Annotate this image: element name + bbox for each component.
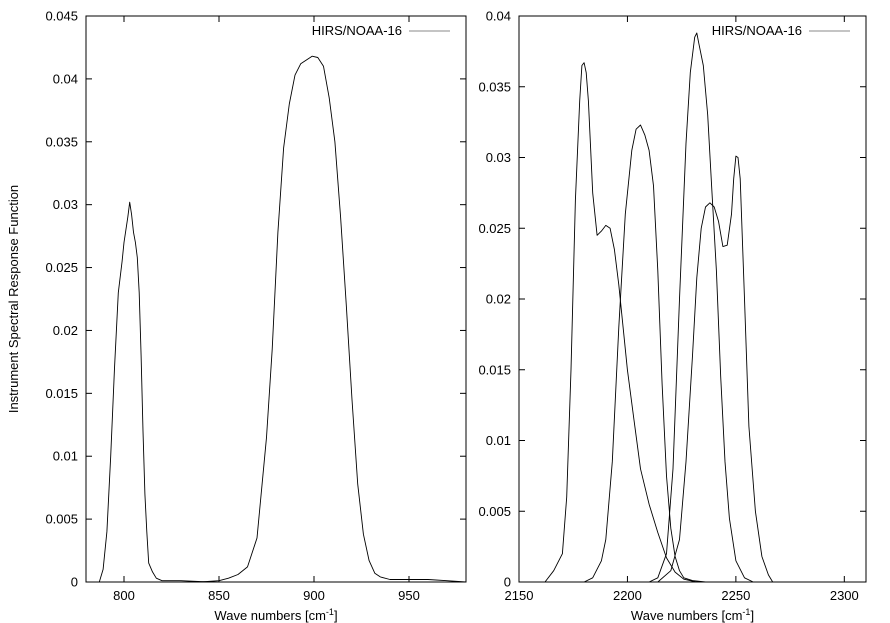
panel-2-x-tick-label: 2250 (721, 588, 750, 603)
panel-2-y-tick-label: 0.02 (486, 292, 511, 307)
panel-1-x-tick-label: 800 (113, 588, 135, 603)
panel-2-y-tick-label: 0.04 (486, 9, 511, 24)
panel-2-y-tick-label: 0 (504, 575, 511, 590)
panel-2-y-tick-label: 0.035 (478, 79, 511, 94)
panel-1-y-tick-label: 0.015 (45, 386, 78, 401)
panel-1-x-axis-title: Wave numbers [cm-1] (214, 607, 337, 623)
panel-2-series-4-line (657, 155, 774, 583)
panel-1-y-tick-label: 0.035 (45, 134, 78, 149)
panel-2-series-2-line (583, 124, 706, 583)
panel-1-y-tick-label: 0.03 (53, 197, 78, 212)
panel-1-series-2-line (199, 55, 467, 583)
panel-2-x-tick-label: 2300 (830, 588, 859, 603)
panel-1-y-tick-label: 0.04 (53, 71, 78, 86)
panel-1-y-tick-label: 0.045 (45, 9, 78, 24)
panel-1-x-tick-label: 900 (303, 588, 325, 603)
panel-1-y-tick-label: 0.01 (53, 449, 78, 464)
panel-2-x-tick-label: 2150 (505, 588, 534, 603)
panel-2-y-tick-label: 0.025 (478, 221, 511, 236)
panel-1-plot-frame (85, 15, 467, 583)
panel-1-y-tick-label: 0 (71, 575, 78, 590)
panel-2-series-1-line (544, 62, 697, 583)
panel-1-y-tick-label: 0.025 (45, 260, 78, 275)
panel-2-y-tick-label: 0.015 (478, 362, 511, 377)
panel-2-legend-label: HIRS/NOAA-16 (712, 23, 802, 38)
panel-1-y-tick-label: 0.005 (45, 512, 78, 527)
panel-2-plot-frame (518, 15, 867, 583)
panel-1-x-tick-label: 850 (208, 588, 230, 603)
panel-2-x-axis-title: Wave numbers [cm-1] (631, 607, 754, 623)
panel-2-y-tick-label: 0.03 (486, 150, 511, 165)
panel-2-y-tick-label: 0.01 (486, 433, 511, 448)
panel-2-series-3-line (648, 32, 754, 583)
panel-1-legend-label: HIRS/NOAA-16 (312, 23, 402, 38)
panel-2-y-tick-label: 0.005 (478, 504, 511, 519)
panel-1-y-tick-label: 0.02 (53, 323, 78, 338)
panel-1-series-1-line (98, 201, 210, 583)
y-axis-title: Instrument Spectral Response Function (6, 185, 21, 413)
panel-2-x-tick-label: 2200 (613, 588, 642, 603)
panel-1-x-tick-label: 950 (398, 588, 420, 603)
